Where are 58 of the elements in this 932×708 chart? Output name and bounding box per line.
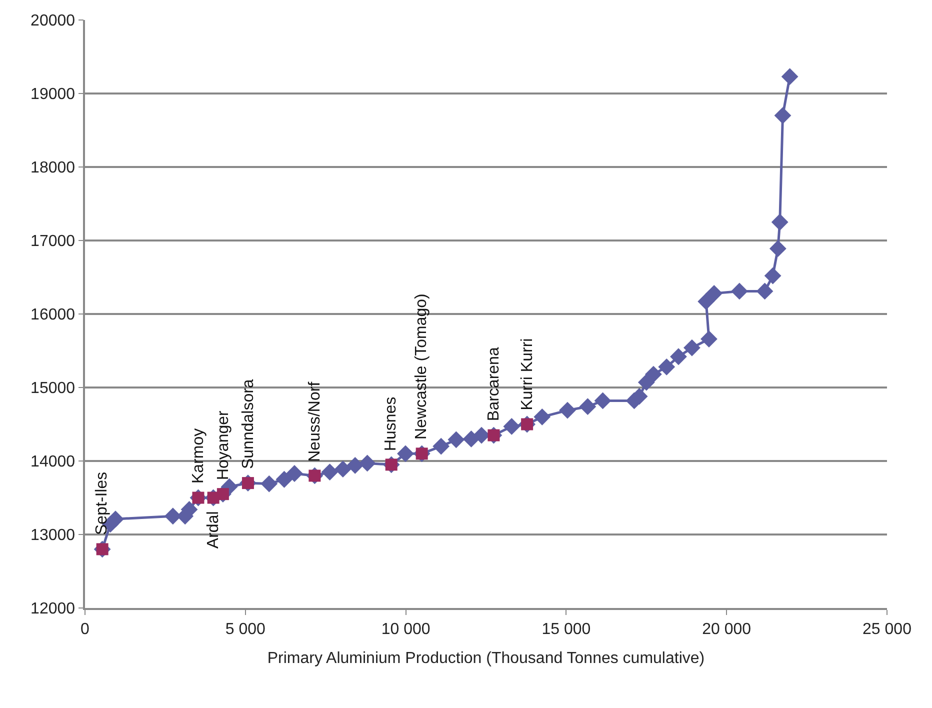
- point: [286, 465, 303, 482]
- annotation: Barcarena: [485, 347, 502, 421]
- x-tick-label: 10 000: [381, 620, 430, 638]
- point: [321, 464, 338, 480]
- point: [397, 445, 414, 462]
- point: [559, 402, 576, 419]
- x-tick-label: 15 000: [542, 620, 591, 638]
- point: [276, 470, 293, 488]
- point: [706, 284, 723, 302]
- y-tick-label: 14000: [30, 454, 76, 471]
- annotation: Sunndalsora: [240, 379, 257, 470]
- point: [730, 282, 748, 300]
- x-tick-label: 5 000: [225, 620, 266, 638]
- point: [670, 348, 687, 366]
- point: [638, 374, 655, 391]
- y-tick-label: 17000: [30, 233, 76, 250]
- point: [260, 475, 278, 492]
- point: [594, 392, 612, 410]
- annotation: Karmoy: [190, 428, 207, 484]
- point: [658, 358, 676, 376]
- annotation: Ardal: [205, 511, 222, 549]
- annotation: Husnes: [382, 396, 400, 452]
- y-tick-label: 16000: [30, 306, 76, 324]
- point: [448, 431, 465, 448]
- annotation: Kurri Kurri: [518, 338, 536, 410]
- point: [774, 107, 792, 124]
- point: [756, 282, 774, 300]
- y-tick-label: 12000: [30, 600, 76, 618]
- point: [358, 454, 376, 472]
- point: [346, 456, 364, 474]
- point: [771, 214, 788, 231]
- point: [334, 460, 352, 478]
- annotation: Sept-Iles: [94, 472, 111, 536]
- y-tick-label: 18000: [30, 160, 76, 177]
- point: [684, 339, 700, 356]
- x-axis-title: Primary Aluminium Production (Thousand Tonnes cumulative): [267, 650, 705, 668]
- y-tick-label: 13000: [30, 527, 76, 544]
- x-tick-label: 0: [80, 620, 90, 638]
- y-tick-label: 15000: [30, 380, 76, 398]
- point: [503, 418, 520, 435]
- y-tick-label: 20000: [30, 12, 76, 30]
- x-tick-label: 20 000: [702, 620, 752, 638]
- point: [769, 240, 786, 258]
- annotation: Neuss/Norf: [306, 381, 324, 462]
- point: [432, 438, 450, 455]
- y-tick-label: 19000: [30, 86, 76, 104]
- point: [534, 408, 551, 426]
- point: [645, 366, 662, 383]
- x-tick-label: 25 000: [862, 620, 912, 638]
- point: [764, 267, 782, 284]
- point: [700, 330, 718, 348]
- point: [781, 68, 798, 86]
- annotation: Hoyanger: [214, 410, 232, 480]
- point: [698, 293, 715, 310]
- point: [462, 430, 480, 448]
- point: [216, 488, 229, 500]
- annotation: Newcastle (Tomago): [413, 294, 430, 440]
- point: [579, 398, 596, 416]
